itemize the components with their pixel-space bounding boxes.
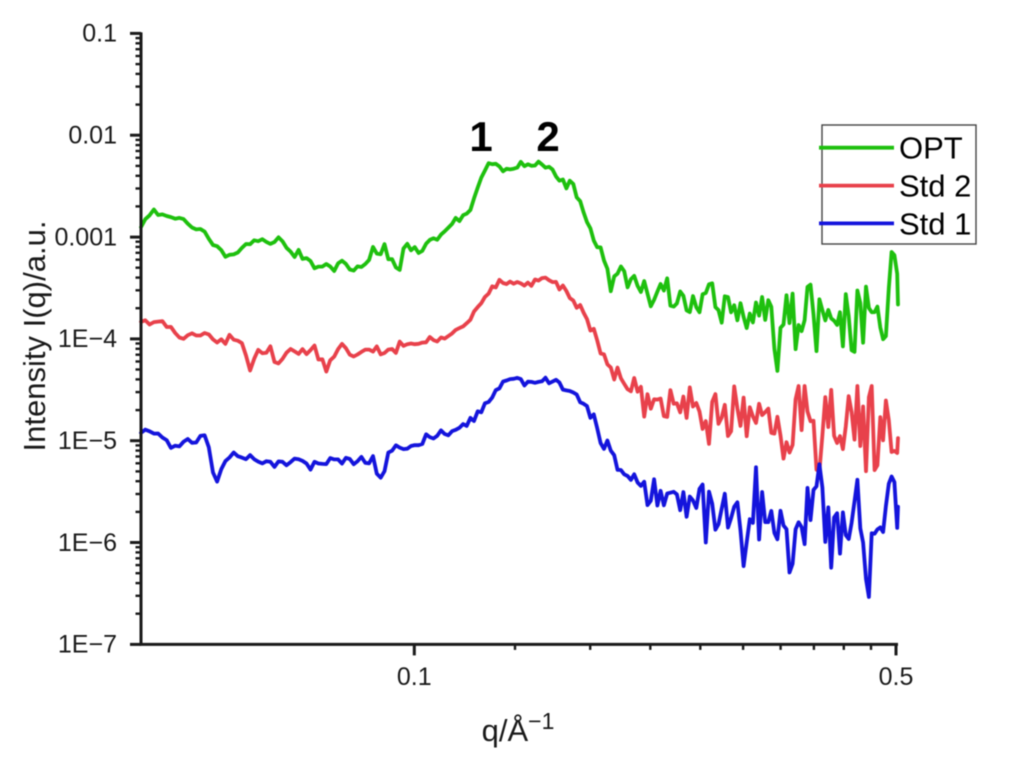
svg-text:Intensity I(q)/a.u.: Intensity I(q)/a.u. (17, 221, 52, 452)
svg-text:0.1: 0.1 (397, 663, 432, 691)
svg-text:0.1: 0.1 (82, 20, 117, 48)
svg-text:OPT: OPT (899, 131, 963, 166)
svg-text:2: 2 (536, 113, 559, 160)
svg-text:0.001: 0.001 (54, 223, 117, 251)
svg-text:1E−6: 1E−6 (58, 529, 117, 557)
svg-text:1: 1 (469, 113, 492, 160)
svg-text:1E−7: 1E−7 (58, 631, 117, 659)
svg-text:q/Å−1: q/Å−1 (482, 708, 555, 748)
svg-text:Std 1: Std 1 (899, 206, 971, 241)
svg-text:0.5: 0.5 (879, 663, 914, 691)
svg-text:0.01: 0.01 (68, 121, 117, 149)
svg-text:1E−5: 1E−5 (58, 427, 117, 455)
svg-text:1E−4: 1E−4 (58, 325, 117, 353)
svg-text:Std 2: Std 2 (899, 169, 971, 204)
